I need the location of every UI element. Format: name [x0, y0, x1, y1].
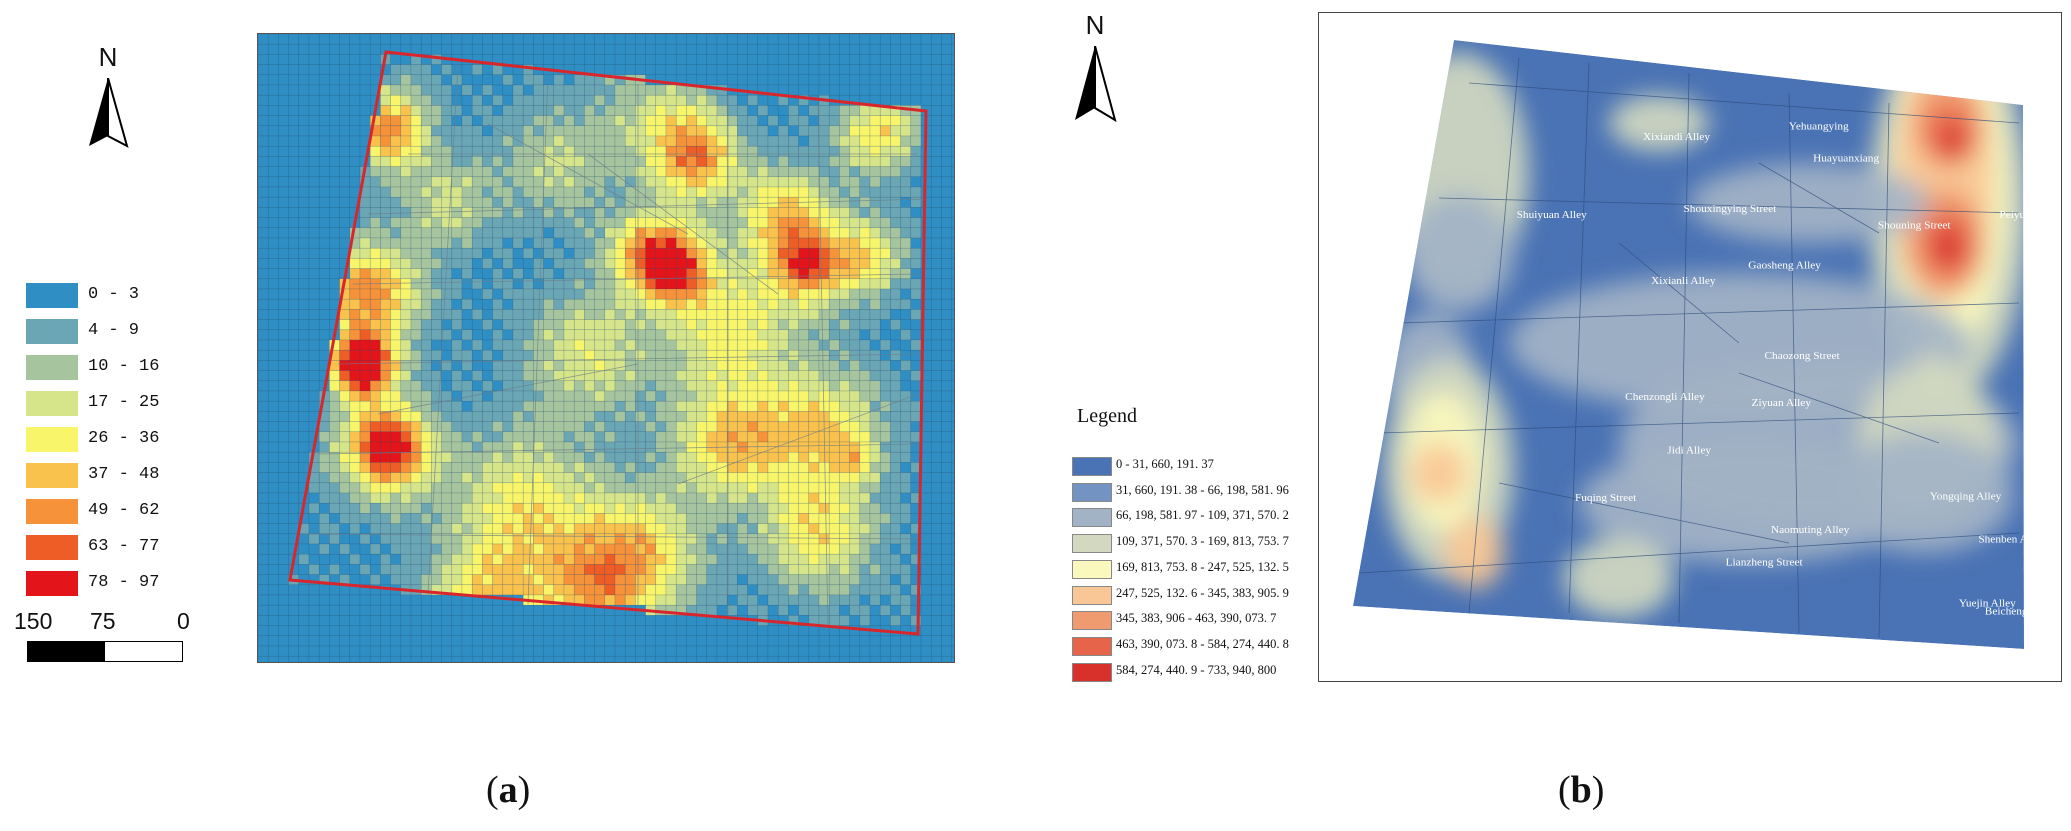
legend-swatch: [26, 463, 78, 488]
legend-item: 247, 525, 132. 6 - 345, 383, 905. 9: [1072, 585, 1342, 610]
legend-swatch: [1072, 662, 1112, 682]
study-area-boundary: [288, 50, 928, 636]
legend-swatch: [26, 535, 78, 560]
legend-label: 26 - 36: [88, 429, 160, 448]
street-label: Shuiyuan Alley: [1517, 209, 1588, 221]
north-arrow-icon: [89, 78, 129, 148]
legend-swatch: [26, 427, 78, 452]
legend-item: 584, 274, 440. 9 - 733, 940, 800: [1072, 662, 1342, 687]
north-label: N: [1085, 10, 1105, 40]
caption-a: (a): [486, 769, 531, 811]
legend-label: 247, 525, 132. 6 - 345, 383, 905. 9: [1116, 585, 1289, 600]
street-label: Shouxingying Street: [1684, 203, 1777, 215]
legend-swatch: [26, 355, 78, 380]
street-label: Fuqing Street: [1575, 492, 1636, 504]
street-label: Chenzongli Alley: [1625, 391, 1705, 403]
legend-label: 4 - 9: [88, 321, 140, 340]
legend-swatch: [26, 319, 78, 344]
street-label: Peiyuanyuan: [1999, 209, 2058, 221]
legend-item: 26 - 36: [26, 427, 176, 453]
legend-item: 66, 198, 581. 97 - 109, 371, 570. 2: [1072, 508, 1342, 532]
legend-swatch: [26, 391, 78, 416]
legend-label: 49 - 62: [88, 501, 160, 520]
street-label: Xixiandi Alley: [1643, 131, 1711, 143]
legend-item: 109, 371, 570. 3 - 169, 813, 753. 7: [1072, 534, 1342, 558]
legend-swatch: [1072, 457, 1112, 476]
legend-swatch: [1072, 559, 1112, 579]
legend-item: 0 - 3: [26, 283, 176, 309]
street-label: Huayuanxiang: [1813, 153, 1880, 165]
street-label: Shouning Street: [1878, 220, 1951, 232]
legend-item: 169, 813, 753. 8 - 247, 525, 132. 5: [1072, 559, 1342, 584]
legend-item: 63 - 77: [26, 535, 176, 561]
legend-swatch: [1072, 482, 1112, 502]
street-label: Sangun Street: [1922, 650, 1985, 662]
legend-item: 463, 390, 073. 8 - 584, 274, 440. 8: [1072, 636, 1342, 661]
legend-label: 0 - 31, 660, 191. 37: [1116, 457, 1214, 471]
street-label: Gaosheng Alley: [1748, 260, 1821, 272]
north-arrow-icon: [1075, 46, 1117, 122]
legend-swatch: [26, 283, 78, 308]
street-label: Yongqing Alley: [1930, 491, 2002, 503]
grid-density-map: [257, 33, 963, 667]
street-label: Yuejin Alley: [1959, 598, 2016, 610]
legend-swatch: [26, 571, 78, 596]
north-arrow-b: N: [1072, 10, 1122, 122]
street-lines: [302, 63, 927, 630]
street-label: Yehuangying: [1789, 121, 1849, 133]
grid-cells: [257, 33, 963, 667]
street-label: Xixianli Alley: [1651, 275, 1716, 287]
scale-bar: 150 75 0: [14, 608, 194, 668]
legend-item: 49 - 62: [26, 499, 176, 525]
kernel-density-map: Xixiandi Alley Yehuangying Huayuanxiang Sho…: [1318, 12, 2062, 682]
street-label: Chaozong Street: [1765, 350, 1840, 362]
kernel-density-map-svg: Xixiandi Alley Yehuangying Huayuanxiang Sho…: [1353, 40, 2058, 662]
legend-item: 31, 660, 191. 38 - 66, 198, 581. 96: [1072, 482, 1342, 507]
legend-label: 63 - 77: [88, 537, 160, 556]
legend-swatch: [1072, 636, 1112, 656]
scale-tick-150: 150: [14, 608, 53, 634]
legend-label: 169, 813, 753. 8 - 247, 525, 132. 5: [1116, 559, 1289, 574]
legend-label: 78 - 97: [88, 573, 160, 592]
scale-tick-0: 0: [177, 608, 190, 634]
legend-swatch: [1072, 585, 1112, 605]
legend-item: 37 - 48: [26, 463, 176, 489]
street-label: Jidi Alley: [1667, 445, 1711, 457]
legend-label: 463, 390, 073. 8 - 584, 274, 440. 8: [1116, 636, 1289, 651]
legend-label: 37 - 48: [88, 465, 160, 484]
legend-label: 17 - 25: [88, 393, 160, 412]
legend-swatch: [1072, 534, 1112, 554]
legend-label: 109, 371, 570. 3 - 169, 813, 753. 7: [1116, 534, 1289, 549]
legend-title: Legend: [1077, 405, 1137, 427]
legend-label: 66, 198, 581. 97 - 109, 371, 570. 2: [1116, 508, 1289, 523]
legend-label: 10 - 16: [88, 357, 160, 376]
legend-swatch: [1072, 508, 1112, 528]
legend-swatch: [26, 499, 78, 524]
legend-label: 584, 274, 440. 9 - 733, 940, 800: [1116, 662, 1277, 677]
street-label: Naomuting Alley: [1771, 524, 1850, 536]
legend-label: 345, 383, 906 - 463, 390, 073. 7: [1116, 611, 1277, 626]
legend-item: 345, 383, 906 - 463, 390, 073. 7: [1072, 611, 1342, 635]
legend-label: 0 - 3: [88, 285, 140, 304]
street-label: Shenben Alley: [1978, 534, 2045, 546]
legend-item: 10 - 16: [26, 355, 176, 381]
grid-density-map-svg: [257, 33, 963, 667]
legend-swatch: [1072, 611, 1112, 631]
north-label: N: [98, 42, 118, 72]
street-label: Beicheng Street: [1985, 606, 2057, 618]
caption-b: (b): [1558, 769, 1605, 811]
legend-item: 4 - 9: [26, 319, 176, 345]
scale-bar-graphic: [27, 641, 183, 662]
legend-item: 78 - 97: [26, 571, 176, 597]
legend-label: 31, 660, 191. 38 - 66, 198, 581. 96: [1116, 482, 1289, 497]
legend-item: 17 - 25: [26, 391, 176, 417]
street-label: Lianzheng Street: [1726, 557, 1803, 569]
street-label: Ziyuan Alley: [1752, 397, 1812, 409]
north-arrow-a: N: [83, 42, 133, 148]
legend-item: 0 - 31, 660, 191. 37: [1072, 457, 1342, 481]
scale-tick-75: 75: [90, 608, 116, 634]
